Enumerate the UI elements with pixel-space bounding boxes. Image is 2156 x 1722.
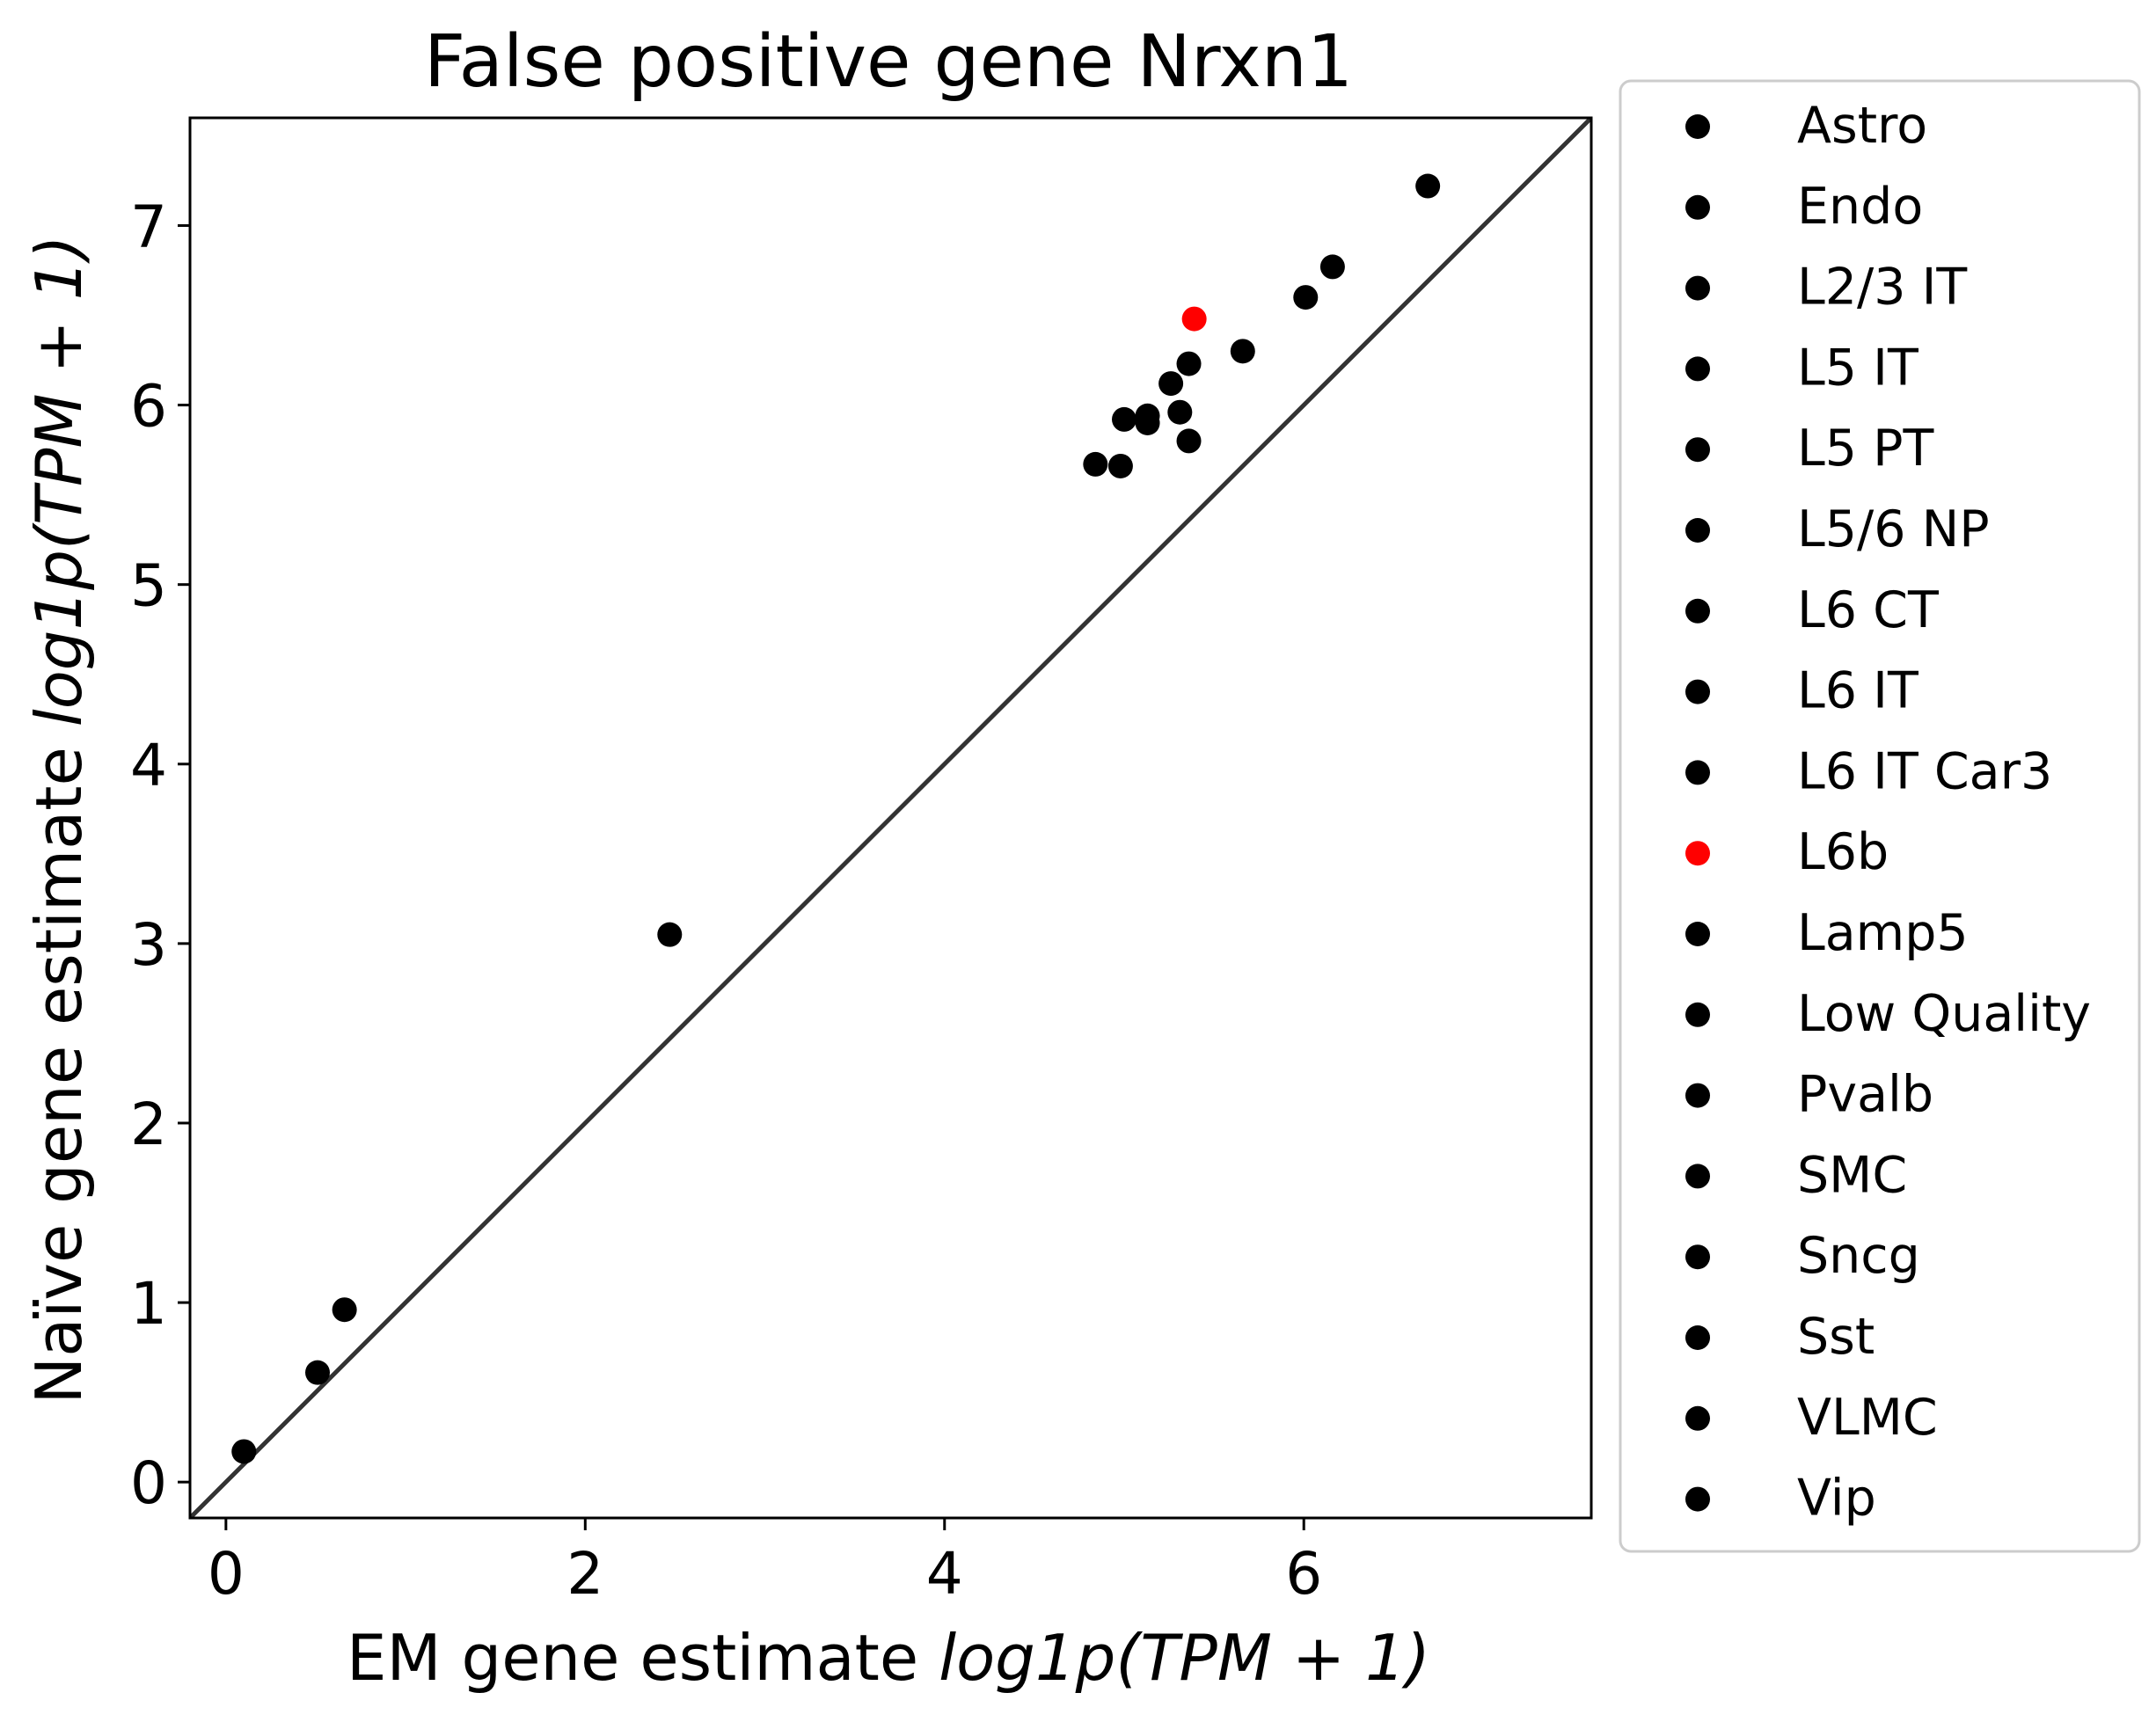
legend-label-7: L6 IT xyxy=(1797,662,1918,720)
data-point-12 xyxy=(1112,406,1136,432)
legend-label-4: L5 PT xyxy=(1797,420,1934,478)
y-axis-label: Naïve gene estimate log1p(TPM + 1) xyxy=(22,235,96,1404)
x-tick-label-1: 2 xyxy=(566,1540,603,1608)
legend-label-8: L6 IT Car3 xyxy=(1797,742,2052,800)
legend-label-14: Sncg xyxy=(1797,1227,1920,1285)
data-point-3 xyxy=(1319,254,1345,280)
y-tick-label-3: 3 xyxy=(130,911,167,979)
y-tick-label-2: 2 xyxy=(130,1091,167,1158)
legend-label-12: Pvalb xyxy=(1797,1066,1933,1124)
legend-marker-13 xyxy=(1685,1164,1710,1189)
legend-marker-6 xyxy=(1685,598,1710,624)
legend-label-3: L5 IT xyxy=(1797,339,1918,397)
legend-marker-5 xyxy=(1685,518,1710,543)
legend-marker-2 xyxy=(1685,275,1710,301)
legend-marker-15 xyxy=(1685,1325,1710,1350)
legend-marker-0 xyxy=(1685,114,1710,139)
legend-marker-12 xyxy=(1685,1083,1710,1108)
x-axis-label: EM gene estimate log1p(TPM + 1) xyxy=(347,1621,1430,1695)
y-tick-label-7: 7 xyxy=(130,193,167,260)
legend-label-2: L2/3 IT xyxy=(1797,259,1967,317)
data-point-10 xyxy=(1158,371,1184,397)
legend-label-11: Low Quality xyxy=(1797,985,2091,1043)
data-point-6 xyxy=(1293,285,1319,310)
y-tick-label-0: 0 xyxy=(130,1449,167,1517)
data-point-2 xyxy=(1415,173,1441,199)
legend-marker-16 xyxy=(1685,1405,1710,1431)
legend-marker-11 xyxy=(1685,1002,1710,1027)
legend-marker-14 xyxy=(1685,1244,1710,1270)
legend-label-16: VLMC xyxy=(1797,1389,1938,1447)
y-tick-label-1: 1 xyxy=(130,1270,167,1338)
y-tick-label-4: 4 xyxy=(130,732,167,799)
data-point-0 xyxy=(231,1439,257,1464)
legend-marker-9 xyxy=(1685,841,1710,866)
data-point-13 xyxy=(1083,451,1108,477)
legend-marker-4 xyxy=(1685,437,1710,463)
legend-label-10: Lamp5 xyxy=(1797,904,1969,962)
legend-label-6: L6 CT xyxy=(1797,581,1939,639)
x-tick-label-2: 4 xyxy=(926,1540,963,1608)
legend-marker-8 xyxy=(1685,760,1710,785)
legend-frame xyxy=(1619,79,2141,1553)
legend-marker-3 xyxy=(1685,356,1710,382)
x-tick-label-3: 6 xyxy=(1285,1540,1322,1608)
plot-area: 0 2 4 6 0 1 2 3 4 5 6 7 xyxy=(130,116,1593,1608)
data-point-1 xyxy=(305,1360,331,1385)
data-point-8 xyxy=(1176,351,1202,376)
data-point-14 xyxy=(1107,453,1133,478)
legend-label-5: L5/6 NP xyxy=(1797,500,1990,558)
y-tick-label-5: 5 xyxy=(130,552,167,620)
legend-label-17: Vip xyxy=(1797,1470,1876,1528)
legend-marker-17 xyxy=(1685,1486,1710,1512)
data-point-16 xyxy=(1176,428,1202,454)
x-tick-label-0: 0 xyxy=(208,1540,245,1608)
legend-label-0: Astro xyxy=(1797,97,1927,155)
legend-marker-10 xyxy=(1685,922,1710,946)
chart-title: False positive gene Nrxn1 xyxy=(424,20,1353,104)
data-point-7 xyxy=(1230,339,1255,364)
legend: Astro Endo L2/3 IT L5 IT L5 PT L5/6 NP L6 CT L6… xyxy=(1619,79,2141,1553)
legend-marker-1 xyxy=(1685,194,1710,220)
legend-label-13: SMC xyxy=(1797,1146,1907,1204)
legend-label-15: Sst xyxy=(1797,1308,1875,1366)
data-point-17 xyxy=(1135,410,1160,435)
plot-frame xyxy=(188,116,1593,1520)
identity-line xyxy=(190,118,1591,1518)
legend-marker-7 xyxy=(1685,679,1710,704)
data-point-4 xyxy=(332,1297,357,1323)
data-point-5 xyxy=(657,922,683,947)
data-point-9 xyxy=(1181,306,1207,332)
legend-label-1: Endo xyxy=(1797,178,1923,236)
data-point-15 xyxy=(1167,399,1193,425)
legend-label-9: L6b xyxy=(1797,823,1889,881)
y-tick-label-6: 6 xyxy=(130,373,167,441)
